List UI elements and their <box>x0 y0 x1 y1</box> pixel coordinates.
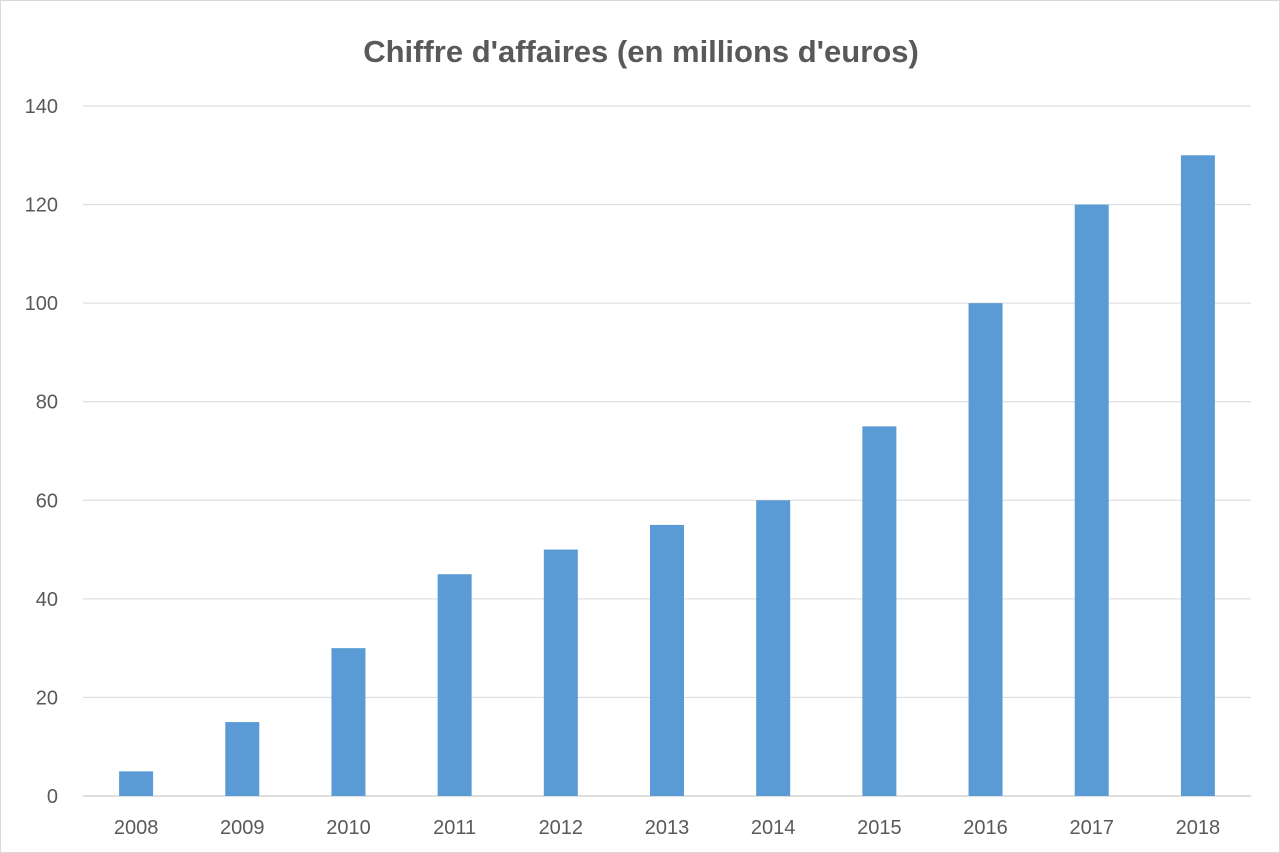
bar-2015 <box>862 426 897 796</box>
y-tick-label: 120 <box>25 195 58 217</box>
x-tick-label: 2011 <box>433 817 476 839</box>
y-tick-label: 100 <box>25 293 58 315</box>
bar-2011 <box>437 574 472 796</box>
bar-2014 <box>756 500 791 796</box>
x-tick-label: 2012 <box>539 817 584 839</box>
bar-2017 <box>1074 204 1109 797</box>
y-tick-label: 80 <box>36 392 58 414</box>
y-tick-label: 20 <box>36 687 58 709</box>
bar-2009 <box>225 722 260 796</box>
x-tick-label: 2014 <box>751 817 796 839</box>
y-tick-label: 140 <box>25 96 58 118</box>
bar-2008 <box>119 771 154 796</box>
bar-2013 <box>650 524 684 796</box>
bar-2012 <box>543 549 578 796</box>
x-axis-ticks: 2008 2009 2010 2011 2012 2013 2014 2015 2016 2017… <box>114 817 1220 839</box>
x-tick-label: 2015 <box>857 817 902 839</box>
chart-title: Chiffre d'affaires (en millions d'euros) <box>363 34 919 69</box>
y-tick-label: 0 <box>47 786 58 808</box>
x-tick-label: 2009 <box>220 817 265 839</box>
x-tick-label: 2016 <box>963 817 1008 839</box>
x-tick-label: 2013 <box>645 817 690 839</box>
x-tick-label: 2018 <box>1176 817 1221 839</box>
bars <box>119 155 1215 797</box>
bar-2010 <box>331 648 366 796</box>
x-tick-label: 2017 <box>1069 817 1114 839</box>
x-tick-label: 2008 <box>114 817 159 839</box>
y-tick-label: 60 <box>36 490 58 512</box>
bar-2016 <box>968 303 1003 796</box>
y-tick-label: 40 <box>36 589 58 611</box>
bar-2018 <box>1180 155 1215 797</box>
x-tick-label: 2010 <box>326 817 371 839</box>
y-axis-ticks: 0 20 40 60 80 100 120 140 <box>25 96 58 808</box>
